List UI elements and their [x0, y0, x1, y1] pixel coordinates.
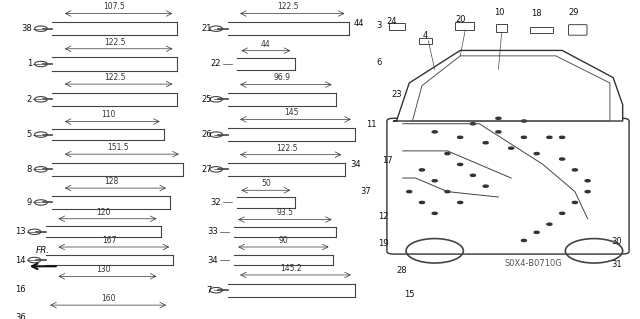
Text: 37: 37 [360, 187, 371, 196]
Circle shape [432, 180, 437, 182]
Text: 9: 9 [27, 198, 32, 207]
Circle shape [458, 201, 463, 204]
Circle shape [496, 131, 501, 133]
Text: 26: 26 [201, 130, 212, 139]
Circle shape [522, 239, 527, 241]
Text: 107.5: 107.5 [104, 2, 125, 11]
Text: 17: 17 [381, 156, 392, 165]
Text: 22: 22 [211, 60, 221, 69]
Bar [496, 24, 508, 32]
Text: 29: 29 [568, 8, 579, 17]
Text: 50: 50 [261, 179, 271, 188]
Circle shape [559, 136, 564, 138]
Circle shape [470, 122, 476, 125]
Bar [419, 38, 431, 44]
Text: 18: 18 [531, 9, 542, 18]
Text: 24: 24 [386, 17, 397, 26]
Circle shape [534, 231, 540, 234]
Circle shape [432, 131, 437, 133]
Text: 11: 11 [365, 120, 376, 129]
Circle shape [522, 136, 527, 138]
Circle shape [470, 174, 476, 176]
Text: 145: 145 [284, 108, 299, 117]
Text: 15: 15 [404, 290, 415, 299]
Text: 21: 21 [201, 24, 212, 33]
Text: 7: 7 [206, 286, 212, 295]
Text: 3: 3 [376, 21, 382, 30]
Circle shape [585, 190, 590, 193]
Text: 4: 4 [422, 31, 428, 40]
Text: 128: 128 [104, 177, 118, 186]
Text: 8: 8 [27, 165, 32, 174]
Circle shape [572, 201, 577, 204]
Text: 167: 167 [102, 236, 117, 245]
Circle shape [522, 120, 527, 122]
Circle shape [419, 169, 424, 171]
Circle shape [445, 190, 450, 193]
Circle shape [559, 212, 564, 214]
Text: 19: 19 [378, 239, 389, 248]
Text: 90: 90 [278, 236, 288, 245]
Text: 34: 34 [351, 160, 361, 169]
Text: 44: 44 [354, 19, 364, 28]
Text: 27: 27 [201, 165, 212, 174]
Circle shape [572, 169, 577, 171]
Text: 32: 32 [211, 198, 221, 207]
Circle shape [483, 185, 488, 187]
Text: 145.2: 145.2 [280, 264, 302, 273]
Text: 6: 6 [376, 58, 382, 67]
Text: 31: 31 [611, 260, 621, 270]
Circle shape [547, 223, 552, 225]
Text: 122.5: 122.5 [104, 73, 125, 82]
Text: 122.5: 122.5 [277, 2, 299, 11]
Circle shape [509, 147, 514, 149]
Bar [389, 23, 404, 30]
Circle shape [458, 163, 463, 166]
Circle shape [585, 180, 590, 182]
Text: 122.5: 122.5 [104, 38, 125, 47]
Circle shape [483, 142, 488, 144]
Circle shape [406, 190, 412, 193]
Text: 14: 14 [15, 256, 26, 264]
Circle shape [496, 117, 501, 119]
Text: 130: 130 [96, 265, 111, 274]
Text: 110: 110 [101, 110, 115, 119]
Text: 30: 30 [611, 237, 621, 246]
Circle shape [419, 201, 424, 204]
Text: 33: 33 [207, 227, 218, 236]
Circle shape [534, 152, 540, 155]
Text: 23: 23 [391, 90, 402, 99]
Text: 28: 28 [396, 266, 407, 275]
Text: 12: 12 [378, 212, 389, 221]
Text: 13: 13 [15, 227, 26, 236]
Text: 20: 20 [455, 15, 465, 24]
Circle shape [458, 136, 463, 138]
Text: 5: 5 [27, 130, 32, 139]
Bar [455, 22, 474, 30]
Text: 96.9: 96.9 [273, 73, 291, 82]
Circle shape [559, 158, 564, 160]
Polygon shape [394, 50, 623, 121]
Text: 44: 44 [261, 40, 271, 48]
Text: 34: 34 [207, 256, 218, 264]
Circle shape [547, 136, 552, 138]
Text: 151.5: 151.5 [107, 143, 129, 152]
Text: 160: 160 [101, 294, 115, 303]
Text: 2: 2 [27, 95, 32, 104]
Text: 25: 25 [201, 95, 212, 104]
Text: 120: 120 [96, 208, 111, 217]
Circle shape [432, 212, 437, 214]
Text: 122.5: 122.5 [276, 144, 298, 152]
Text: FR.: FR. [36, 246, 50, 256]
Text: 1: 1 [27, 60, 32, 69]
Text: 10: 10 [495, 8, 505, 17]
Circle shape [445, 152, 450, 155]
Bar [531, 27, 552, 33]
Text: 16: 16 [15, 285, 26, 294]
Text: 93.5: 93.5 [276, 208, 294, 218]
Text: 36: 36 [15, 313, 26, 319]
Text: 38: 38 [21, 24, 32, 33]
Text: S0X4-B0710G: S0X4-B0710G [504, 259, 563, 268]
FancyBboxPatch shape [387, 118, 629, 254]
